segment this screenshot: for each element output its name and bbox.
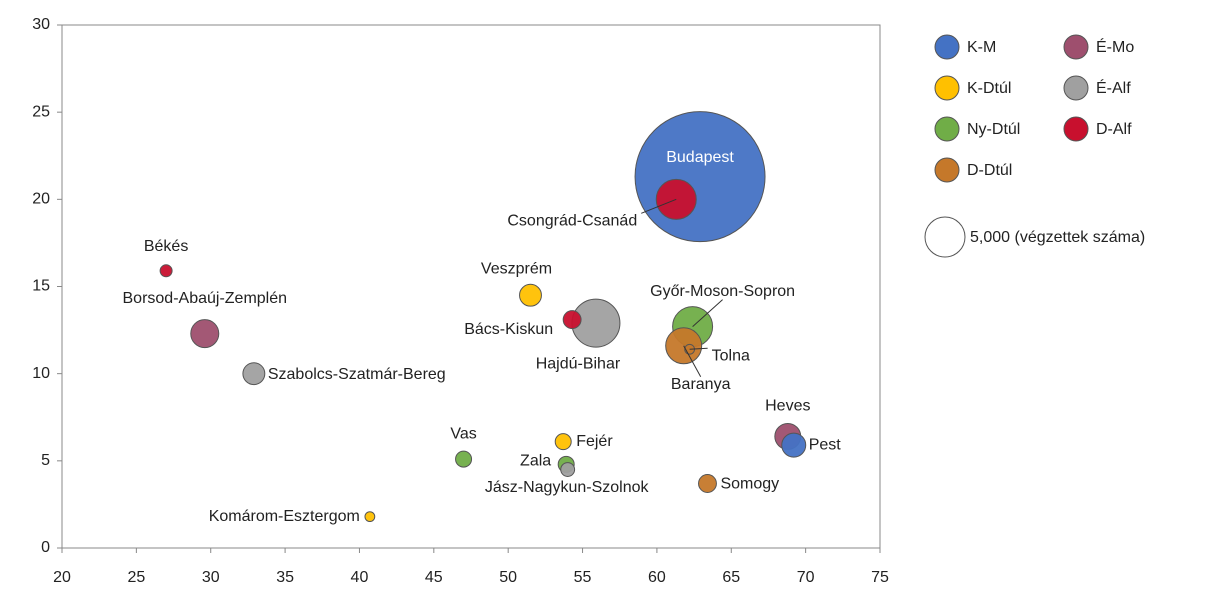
legend-label: K-M (967, 39, 996, 56)
y-tick-label: 15 (32, 278, 50, 295)
bubble-label: Jász-Nagykun-Szolnok (485, 479, 650, 496)
bubble-label: Baranya (671, 376, 731, 393)
x-tick-label: 65 (722, 569, 740, 586)
bubble (560, 462, 576, 477)
bubble (698, 474, 717, 493)
bubble-label: Csongrád-Csanád (507, 213, 637, 230)
bubble-label: Pest (809, 436, 842, 453)
bubble-label: Győr-Moson-Sopron (650, 283, 795, 300)
y-tick-label: 25 (32, 103, 50, 120)
x-tick-label: 60 (648, 569, 666, 586)
bubble (455, 450, 473, 468)
bubble (634, 111, 766, 243)
x-tick-label: 55 (574, 569, 592, 586)
bubble (159, 264, 173, 278)
legend-label: É-Alf (1096, 78, 1131, 97)
bubble-label: Somogy (720, 476, 779, 493)
x-tick-label: 35 (276, 569, 294, 586)
legend-swatch (934, 34, 960, 60)
size-legend-bubble (924, 216, 966, 258)
x-tick-label: 50 (499, 569, 517, 586)
leader-line (692, 299, 723, 327)
bubble (519, 283, 542, 307)
bubble-label: Vas (450, 425, 476, 442)
legend-swatch (1063, 116, 1089, 142)
legend-swatch (934, 75, 960, 101)
bubble-label: Heves (765, 398, 810, 415)
bubble-label: Hajdú-Bihar (536, 355, 621, 372)
x-tick-label: 45 (425, 569, 443, 586)
bubble (781, 432, 807, 458)
legend-label: É-Mo (1096, 37, 1134, 56)
leader-line (689, 347, 708, 350)
legend-label: Ny-Dtúl (967, 121, 1020, 138)
bubble (554, 433, 572, 451)
bubble-label: Borsod-Abaúj-Zemplén (123, 290, 288, 307)
y-tick-label: 20 (32, 191, 50, 208)
bubble (562, 310, 582, 330)
x-tick-label: 20 (53, 569, 71, 586)
size-legend-label: 5,000 (végzettek száma) (970, 229, 1145, 246)
bubble-label: Komárom-Esztergom (209, 508, 360, 525)
x-tick-label: 40 (351, 569, 369, 586)
legend-swatch (934, 116, 960, 142)
x-tick-label: 25 (127, 569, 145, 586)
bubble-label: Tolna (712, 347, 750, 364)
bubble-label: Budapest (666, 149, 734, 166)
bubble-label: Szabolcs-Szatmár-Bereg (268, 366, 446, 383)
legend-label: K-Dtúl (967, 80, 1011, 97)
x-tick-label: 30 (202, 569, 220, 586)
bubble-label: Békés (144, 238, 188, 255)
bubble-label: Bács-Kiskun (464, 321, 553, 338)
legend-label: D-Dtúl (967, 162, 1012, 179)
legend-label: D-Alf (1096, 121, 1132, 138)
y-tick-label: 5 (41, 452, 50, 469)
bubble-label: Zala (520, 453, 551, 470)
bubble (364, 511, 376, 523)
bubble-label: Fejér (576, 433, 613, 450)
legend-swatch (1063, 34, 1089, 60)
bubble (242, 362, 266, 386)
y-tick-label: 30 (32, 16, 50, 33)
bubble-label: Veszprém (481, 260, 552, 277)
y-tick-label: 0 (41, 539, 50, 556)
y-tick-label: 10 (32, 365, 50, 382)
leader-line (641, 198, 677, 214)
legend-swatch (1063, 75, 1089, 101)
bubble (190, 319, 220, 349)
x-tick-label: 75 (871, 569, 889, 586)
leader-line (683, 345, 702, 378)
legend-swatch (934, 157, 960, 183)
x-tick-label: 70 (797, 569, 815, 586)
